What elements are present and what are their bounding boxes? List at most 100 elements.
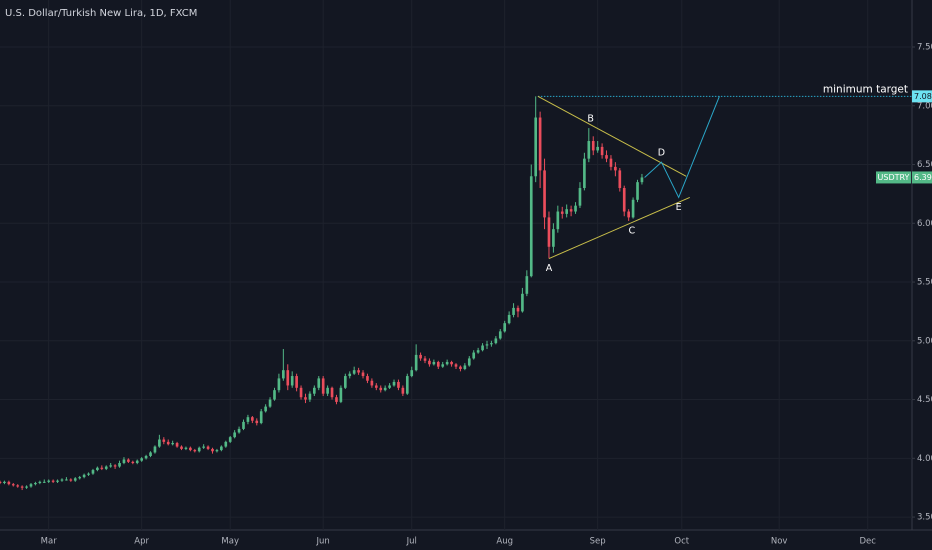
candle-body [96,467,99,471]
x-tick-label: Nov [771,537,788,547]
candle-body [277,378,281,391]
candle-body [374,385,378,388]
candle-body [366,376,369,381]
candle-body [529,176,533,277]
candle-body [273,390,276,400]
candle-body [361,372,365,377]
candle-body [352,370,356,374]
y-tick-label: 6.00 [917,219,932,229]
y-tick-label: 5.50 [917,278,932,288]
candle-body [512,307,515,315]
candle-body [202,446,205,448]
candle-body [596,146,599,151]
candle-body [578,188,582,206]
candle-body [113,465,117,467]
y-tick-label: 5.00 [917,336,932,346]
candle-body [91,470,95,474]
candle-body [47,480,51,482]
candle-body [507,314,511,324]
candle-body [441,364,445,367]
candle-body [565,209,569,214]
candle-body [618,170,622,189]
chart-title: U.S. Dollar/Turkish New Lira, 1D, FXCM [5,8,197,19]
candle-body [335,397,338,402]
candle-body [87,473,90,475]
candle-body [405,376,409,394]
candle-body [379,387,383,391]
candle-body [383,387,387,391]
candle-body [122,459,126,464]
candle-body [286,370,290,386]
candle-body [339,387,343,402]
candle-body [525,276,529,294]
candle-body [162,439,166,442]
candle-body [627,211,630,218]
y-tick-label: 7.50 [917,43,932,53]
candle-body [118,463,121,467]
candle-body [401,387,405,394]
candle-body [180,446,183,449]
target-price-label: 7.08 [914,92,932,101]
candle-body [609,158,613,167]
candle-body [357,370,360,373]
candle-body [552,229,555,247]
candle-body [38,481,42,483]
candle-body [135,460,139,464]
candle-body [206,446,210,449]
candle-body [587,141,591,159]
candle-body [220,446,223,451]
symbol-label: USDTRY [878,173,910,182]
candle-body [463,365,467,370]
x-tick-label: Oct [674,537,689,547]
candle-body [0,481,2,483]
candle-body [65,479,68,481]
candle-body [184,447,188,449]
candle-body [242,421,245,429]
candle-body [591,141,595,151]
candle-body [25,486,28,488]
candle-body [189,447,192,451]
candle-body [343,376,347,388]
candle-body [538,117,542,171]
x-tick-label: Apr [134,537,149,547]
candle-body [175,443,179,447]
candle-body [295,376,298,388]
candle-body [82,474,86,478]
candle-body [503,323,507,332]
candle-body [494,338,498,344]
candle-body [197,447,201,452]
candle-body [34,482,37,485]
candle-body [605,155,608,159]
candle-body [100,467,104,469]
x-tick-label: Aug [496,537,513,547]
candle-body [543,170,546,218]
candle-body [251,417,254,421]
candle-body [224,441,228,447]
candle-body [104,466,108,469]
x-tick-label: Jun [316,537,330,547]
x-tick-label: Mar [41,537,58,547]
candle-body [56,480,59,482]
symbol-box [876,171,911,184]
candle-body [397,381,400,388]
candle-body [153,446,157,453]
candle-body [149,452,152,456]
candle-body [211,448,214,452]
candle-body [521,293,524,312]
candle-body [299,387,303,398]
candle-body [282,370,285,379]
x-tick-label: Jul [406,537,417,547]
candle-body [574,205,577,212]
candle-body [485,344,489,346]
candle-body [445,361,449,365]
candle-body [313,387,316,394]
candle-body [233,432,236,438]
candle-body [432,361,436,365]
candle-body [414,354,418,371]
candle-body [166,441,170,445]
candle-body [370,380,374,386]
candle-body [255,420,259,424]
y-tick-label: 3.50 [917,513,932,523]
candle-body [228,437,232,442]
